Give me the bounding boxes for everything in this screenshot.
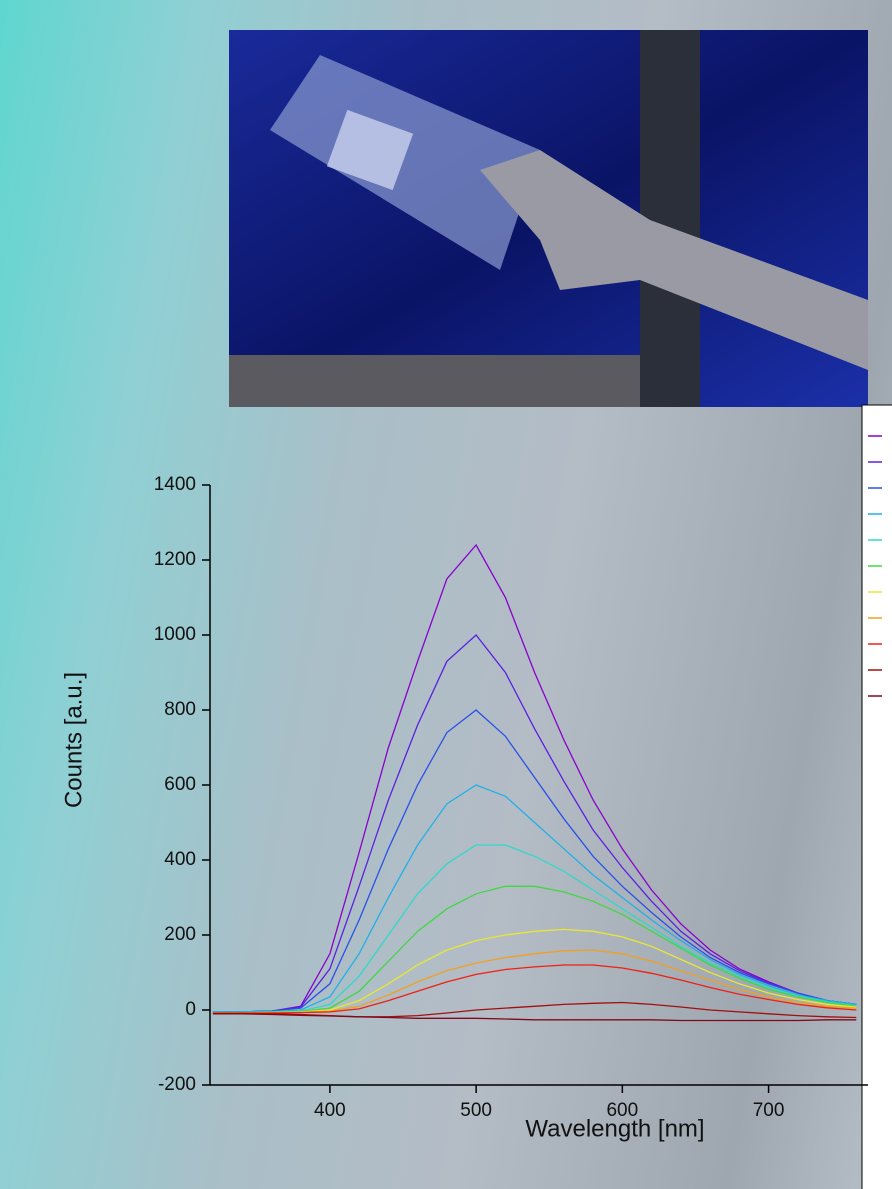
spectrum-line <box>212 784 857 1013</box>
y-tick-label: 1000 <box>154 624 196 645</box>
y-axis-label: Counts [a.u.] <box>60 672 87 808</box>
spectrum-line <box>212 928 857 1014</box>
spectrum-line <box>212 964 857 1014</box>
y-tick-label: 800 <box>164 699 196 720</box>
spectrum-line <box>212 1013 857 1022</box>
legend-box <box>861 404 892 1189</box>
spectrum-line <box>212 634 857 1013</box>
spectrum-line <box>212 543 857 1013</box>
spectrum-line <box>212 844 857 1013</box>
x-tick-label: 400 <box>314 1100 346 1121</box>
y-tick-label: 0 <box>185 999 196 1020</box>
spectrum-line <box>212 949 857 1014</box>
y-tick-label: -200 <box>158 1074 196 1095</box>
x-tick-label: 700 <box>753 1100 785 1121</box>
photo <box>229 30 868 407</box>
plot-lines <box>212 543 857 1022</box>
x-axis-label: Wavelength [nm] <box>525 1115 704 1142</box>
x-tick-label: 500 <box>460 1100 492 1121</box>
y-tick-label: 1200 <box>154 549 196 570</box>
x-tick-label: 600 <box>606 1100 638 1121</box>
spectrum-line <box>212 709 857 1013</box>
y-tick-label: 1400 <box>154 474 196 495</box>
y-tick-label: 200 <box>164 924 196 945</box>
y-tick-label: 600 <box>164 774 196 795</box>
spectrum-line <box>212 885 857 1014</box>
y-tick-label: 400 <box>164 849 196 870</box>
